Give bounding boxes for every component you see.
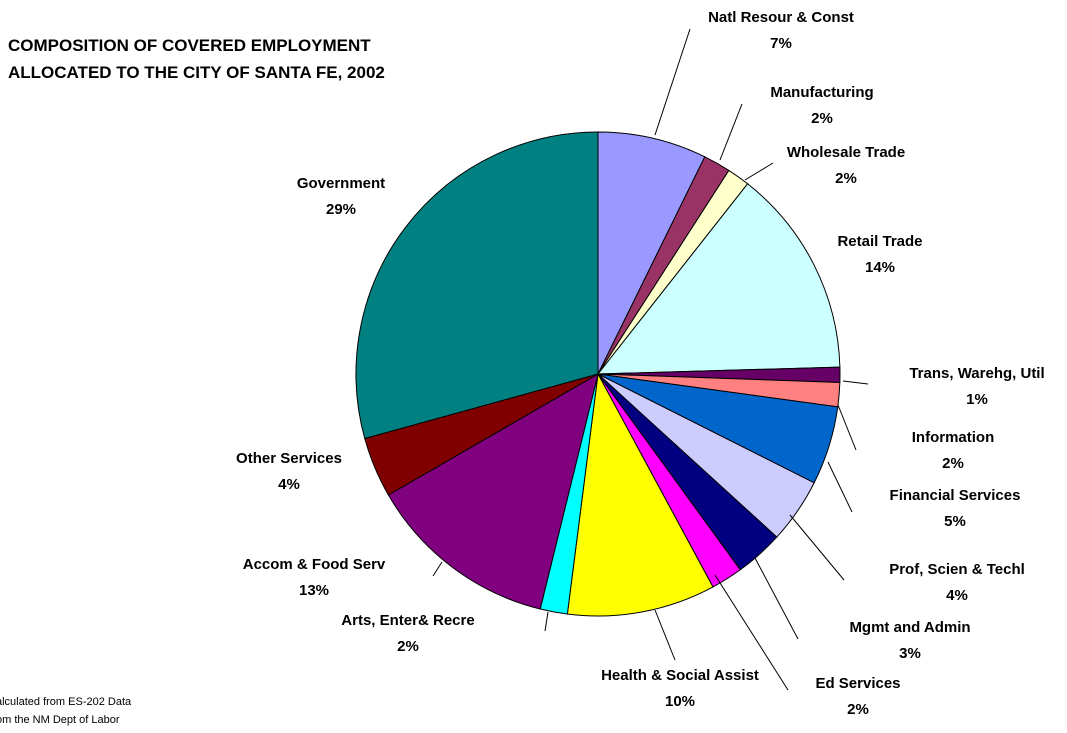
slice-percent-accom-food-serv: 13% [299,582,329,599]
slice-label-information: Information [912,429,995,446]
slice-labels: Natl Resour & Const 7% Manufacturing 2% Whol… [236,9,1045,718]
slice-label-financial-services: Financial Services [890,487,1021,504]
leader-line-manufacturing [719,103,743,161]
pie-slice-retail-trade [596,183,841,375]
pie-slice-government [355,131,599,440]
slice-label-prof-scien-techl: Prof, Scien & Techl [889,561,1025,578]
slice-percent-manufacturing: 2% [811,110,833,127]
slice-label-natl-resour-const: Natl Resour & Const [708,9,854,26]
leader-line-health-social-assist [654,609,676,661]
pie-slice-health-social-assist [566,372,714,617]
slice-label-arts-enter-recre: Arts, Enter& Recre [341,612,474,629]
slice-percent-prof-scien-techl: 4% [946,587,968,604]
source-note: alculated from ES-202 Data om the NM Dep… [0,693,131,729]
leader-line-arts-enter-recre [544,611,549,632]
slice-label-mgmt-and-admin: Mgmt and Admin [849,619,970,636]
slice-label-ed-services: Ed Services [815,675,900,692]
slice-label-government: Government [297,175,385,192]
slice-percent-health-social-assist: 10% [665,693,695,710]
slice-percent-financial-services: 5% [944,513,966,530]
leader-line-natl-resour-const [654,28,691,136]
slice-percent-mgmt-and-admin: 3% [899,645,921,662]
chart-title-line-2: ALLOCATED TO THE CITY OF SANTA FE, 2002 [8,63,385,82]
leader-lines [432,28,869,691]
slice-percent-information: 2% [942,455,964,472]
slice-label-other-services: Other Services [236,450,342,467]
slice-percent-ed-services: 2% [847,701,869,718]
slice-percent-trans-warehg-util: 1% [966,391,988,408]
slice-label-trans-warehg-util: Trans, Warehg, Util [909,365,1044,382]
source-note-line-2: om the NM Dept of Labor [0,714,120,726]
pie-slice-natl-resour-const [597,131,706,375]
pie-slice-accom-food-serv [387,372,599,610]
slice-label-wholesale-trade: Wholesale Trade [787,144,905,161]
pie-slices [355,131,841,617]
slice-percent-government: 29% [326,201,356,218]
slice-percent-wholesale-trade: 2% [835,170,857,187]
slice-percent-natl-resour-const: 7% [770,35,792,52]
leader-line-prof-scien-techl [789,514,845,581]
slice-percent-other-services: 4% [278,476,300,493]
leader-line-ed-services [714,574,789,691]
leader-line-financial-services [827,461,853,513]
chart-title-line-1: COMPOSITION OF COVERED EMPLOYMENT [8,36,371,55]
slice-label-manufacturing: Manufacturing [770,84,873,101]
slice-label-health-social-assist: Health & Social Assist [601,667,759,684]
leader-line-mgmt-and-admin [754,557,799,640]
slice-label-accom-food-serv: Accom & Food Serv [243,556,386,573]
leader-line-accom-food-serv [432,561,443,577]
slice-percent-retail-trade: 14% [865,259,895,276]
leader-line-information [837,404,857,451]
slice-label-retail-trade: Retail Trade [837,233,922,250]
slice-percent-arts-enter-recre: 2% [397,638,419,655]
leader-line-wholesale-trade [744,162,774,181]
chart-title: COMPOSITION OF COVERED EMPLOYMENT ALLOCA… [8,32,385,86]
leader-line-trans-warehg-util [842,380,869,385]
source-note-line-1: alculated from ES-202 Data [0,696,132,708]
